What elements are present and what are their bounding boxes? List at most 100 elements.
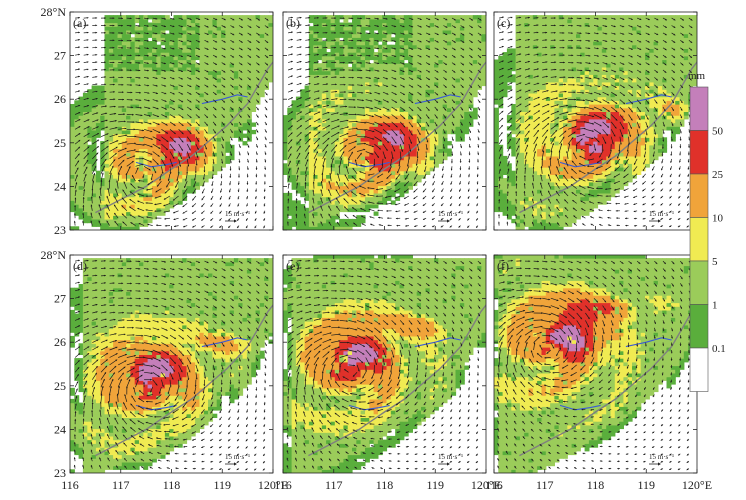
precip-cell	[104, 44, 110, 49]
precip-cell	[330, 148, 336, 153]
precip-cell	[455, 96, 461, 101]
precip-cell	[347, 74, 353, 79]
precip-cell	[334, 141, 340, 146]
precip-cell	[365, 155, 370, 161]
precip-cell	[468, 26, 474, 31]
precip-cell	[95, 196, 101, 201]
precip-cell	[216, 70, 222, 75]
precip-cell	[347, 107, 353, 112]
precip-cell	[87, 118, 93, 124]
precip-cell	[143, 22, 149, 27]
precip-cell	[373, 115, 379, 120]
precip-cell	[472, 63, 478, 68]
precip-cell	[195, 174, 200, 179]
precip-cell	[464, 81, 470, 87]
precip-cell	[386, 104, 392, 109]
precip-cell	[113, 181, 118, 187]
precip-cell	[519, 141, 525, 146]
precip-cell	[208, 22, 213, 27]
precip-cell	[347, 104, 353, 109]
precip-cell	[152, 185, 157, 190]
precip-cell	[519, 155, 525, 161]
precip-cell	[143, 96, 149, 101]
precip-cell	[104, 133, 110, 138]
precip-cell	[177, 92, 183, 98]
precip-cell	[601, 189, 607, 194]
precip-cell	[100, 192, 106, 198]
precip-cell	[117, 55, 123, 61]
precip-cell	[255, 22, 261, 27]
precip-cell	[139, 189, 144, 194]
precip-cell	[225, 81, 231, 87]
wind-vectors	[287, 16, 482, 229]
precip-cell	[408, 78, 413, 83]
precip-cell	[571, 148, 577, 153]
precip-cell	[212, 141, 218, 146]
precip-cell	[468, 104, 474, 109]
precip-cell	[304, 174, 310, 179]
precip-cell	[550, 167, 555, 172]
precip-cell	[317, 178, 323, 183]
precip-cell	[623, 163, 629, 168]
precip-cell	[416, 55, 422, 61]
precip-cell	[283, 196, 288, 201]
precip-cell	[580, 141, 586, 146]
precip-cell	[304, 207, 310, 213]
precip-cell	[434, 137, 439, 142]
precip-cell	[347, 96, 353, 101]
precip-cell	[295, 207, 301, 213]
precip-cell	[506, 137, 512, 142]
precip-cell	[313, 55, 319, 61]
precip-cell	[291, 107, 297, 112]
precip-cell	[360, 144, 366, 150]
precip-cell	[455, 100, 461, 105]
precip-cell	[416, 59, 422, 64]
precip-cell	[382, 148, 388, 153]
precip-cell	[519, 144, 525, 150]
precip-cell	[545, 174, 551, 179]
precip-cell	[653, 155, 659, 161]
precip-cell	[108, 41, 114, 46]
precip-cell	[212, 118, 218, 124]
precip-cell	[126, 52, 131, 57]
precip-cell	[395, 29, 401, 35]
precip-cell	[117, 81, 123, 87]
precip-cell	[343, 70, 349, 75]
precip-cell	[160, 137, 166, 142]
precip-cell	[502, 207, 508, 213]
precip-cell	[356, 41, 362, 46]
precip-cell	[104, 155, 110, 161]
precip-cell	[343, 18, 349, 24]
precip-cell	[356, 104, 362, 109]
precip-cell	[321, 218, 327, 224]
precip-cell	[610, 133, 616, 138]
precip-cell	[511, 200, 517, 205]
precip-cell	[95, 185, 101, 190]
precip-cell	[104, 104, 110, 109]
precip-cell	[395, 78, 401, 83]
precip-cell	[87, 144, 93, 150]
precip-cell	[313, 211, 319, 216]
precip-cell	[313, 107, 319, 112]
precip-cell	[403, 122, 409, 127]
precip-cell	[134, 148, 140, 153]
precip-cell	[365, 18, 370, 24]
precip-cell	[186, 15, 192, 20]
precip-cell	[455, 133, 461, 138]
precip-cell	[601, 200, 607, 205]
precip-cell	[169, 81, 175, 87]
precip-cell	[283, 170, 288, 175]
precip-cell	[255, 63, 261, 68]
precip-cell	[238, 104, 244, 109]
precip-cell	[382, 196, 388, 201]
precip-cell	[377, 55, 383, 61]
precip-cell	[541, 178, 547, 183]
precip-cell	[287, 178, 293, 183]
precip-cell	[601, 152, 607, 157]
precip-cell	[156, 100, 162, 105]
precip-cell	[619, 144, 624, 150]
precip-cell	[313, 141, 319, 146]
precip-cell	[550, 170, 555, 175]
precip-cell	[360, 18, 366, 24]
precip-cell	[160, 37, 166, 42]
